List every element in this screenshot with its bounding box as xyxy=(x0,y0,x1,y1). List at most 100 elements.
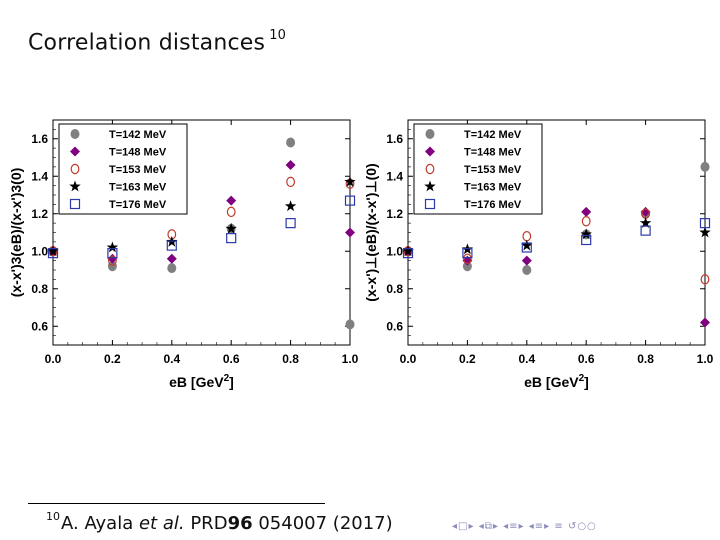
data-point xyxy=(581,234,592,246)
data-point xyxy=(639,217,652,228)
y-tick-label: 0.8 xyxy=(31,282,48,296)
chart-perpendicular-correlation: 0.0 0.2 0.4 0.6 0.8 1.0 0.6 0.8 1.0 1.2 1.4 1.6 eB [… xyxy=(363,119,714,390)
data-point xyxy=(462,261,472,272)
nav-search-icon[interactable]: ↺○○ xyxy=(567,521,597,532)
nav-frame-back-icon[interactable]: □ xyxy=(458,521,469,532)
legend-marker xyxy=(424,180,436,192)
data-point xyxy=(700,317,710,328)
x-axis-label: eB [GeV2] xyxy=(524,373,589,390)
series-T153 xyxy=(403,208,710,285)
data-point xyxy=(107,253,118,264)
data-point xyxy=(47,245,59,257)
data-point xyxy=(522,265,532,275)
nav-subsection-back-icon[interactable]: ◂ xyxy=(528,521,535,532)
nav-align-icon[interactable]: ≡ xyxy=(554,521,564,532)
y-axis-label: (x-x')⊥(eB)/(x-x')⊥(0) xyxy=(363,163,379,301)
y-tick-label: 0.8 xyxy=(386,282,403,296)
data-point xyxy=(107,255,117,266)
legend-label: T=153 MeV xyxy=(109,164,167,176)
x-tick-label: 1.0 xyxy=(697,352,714,366)
data-point xyxy=(700,161,710,172)
nav-frame-forward-icon[interactable]: ▸ xyxy=(492,521,499,532)
legend-marker xyxy=(69,198,81,210)
data-point xyxy=(344,195,356,206)
footnote-etal: et al. xyxy=(138,513,185,534)
nav-frame-icon[interactable]: ◂ xyxy=(478,521,485,532)
data-point xyxy=(167,263,177,274)
data-point xyxy=(521,255,532,266)
legend-label: T=153 MeV xyxy=(464,164,522,176)
nav-subsection-forward-icon[interactable]: ▸ xyxy=(544,521,551,532)
data-point xyxy=(284,200,297,212)
footnote-volume: 96 xyxy=(227,513,253,534)
x-tick-label: 1.0 xyxy=(342,352,359,366)
data-point xyxy=(581,206,592,217)
nav-left-arrow-icon[interactable]: ◂ xyxy=(452,521,459,532)
legend-label: T=163 MeV xyxy=(109,182,167,194)
y-tick-label: 1.0 xyxy=(386,244,403,258)
data-point xyxy=(521,239,533,251)
footnote-mark: 10 xyxy=(46,510,60,523)
slide-title: Correlation distances 10 xyxy=(28,28,287,55)
legend-label: T=142 MeV xyxy=(109,129,167,141)
data-point xyxy=(225,222,237,234)
x-tick-label: 0.8 xyxy=(282,352,299,366)
x-tick-label: 0.6 xyxy=(223,352,240,366)
data-point xyxy=(640,225,651,236)
legend-label: T=163 MeV xyxy=(464,182,522,194)
nav-section-icon[interactable]: ≡ xyxy=(509,521,519,532)
series-T163 xyxy=(402,217,711,257)
nav-section-back-icon[interactable]: ◂ xyxy=(503,521,510,532)
data-point xyxy=(286,137,296,148)
legend-marker xyxy=(70,129,80,139)
data-point xyxy=(344,175,356,187)
legend-label: T=176 MeV xyxy=(109,199,167,211)
data-point xyxy=(286,176,296,188)
legend-box xyxy=(413,123,543,215)
y-tick-label: 1.6 xyxy=(31,132,48,146)
x-tick-label: 0.0 xyxy=(400,352,417,366)
series-T176 xyxy=(402,218,711,259)
legend-marker xyxy=(424,198,436,210)
legend: T=142 MeV T=148 MeV T=153 MeV T=163 MeV T=17… xyxy=(413,123,543,215)
data-point xyxy=(166,240,177,251)
legend-label: T=148 MeV xyxy=(464,147,522,159)
data-point xyxy=(345,227,355,238)
data-point xyxy=(285,160,296,170)
data-point xyxy=(699,226,711,238)
data-point xyxy=(402,245,414,257)
y-tick-label: 1.6 xyxy=(386,132,403,146)
data-point xyxy=(402,248,414,259)
footnote-rest: 054007 (2017) xyxy=(258,513,393,534)
nav-frames-icon[interactable]: ⧉ xyxy=(484,521,493,532)
data-point xyxy=(226,195,237,206)
y-tick-label: 1.4 xyxy=(31,169,48,183)
y-tick-label: 0.6 xyxy=(386,319,403,333)
legend-marker xyxy=(425,129,435,139)
x-tick-label: 0.4 xyxy=(518,352,535,366)
legend-marker xyxy=(425,163,435,175)
x-tick-label: 0.6 xyxy=(578,352,595,366)
data-point xyxy=(285,218,296,229)
data-point xyxy=(521,242,532,253)
data-point xyxy=(699,218,711,229)
slide-title-ref: 10 xyxy=(269,28,287,43)
x-tick-label: 0.4 xyxy=(163,352,180,366)
series-T148 xyxy=(403,206,710,328)
nav-right-arrow-icon[interactable]: ▸ xyxy=(468,521,475,532)
data-point xyxy=(107,248,118,259)
legend-marker xyxy=(69,180,81,192)
data-point xyxy=(106,241,119,253)
footnote: 10A. Ayala et al. PRD96 054007 (2017) xyxy=(46,510,393,534)
series-T176 xyxy=(47,195,356,259)
nav-subsection-icon[interactable]: ≡ xyxy=(534,521,545,532)
y-tick-label: 1.2 xyxy=(386,207,403,221)
beamer-navigation: ◂□▸ ◂⧉▸ ◂≡▸ ◂≡▸ ≡ ↺○○ xyxy=(452,521,597,532)
x-tick-label: 0.2 xyxy=(104,352,121,366)
x-tick-label: 0.8 xyxy=(637,352,654,366)
legend-label: T=142 MeV xyxy=(464,129,522,141)
legend-label: T=176 MeV xyxy=(464,199,522,211)
y-tick-label: 1.0 xyxy=(31,244,48,258)
nav-section-forward-icon[interactable]: ▸ xyxy=(518,521,525,532)
legend-marker xyxy=(425,146,435,157)
